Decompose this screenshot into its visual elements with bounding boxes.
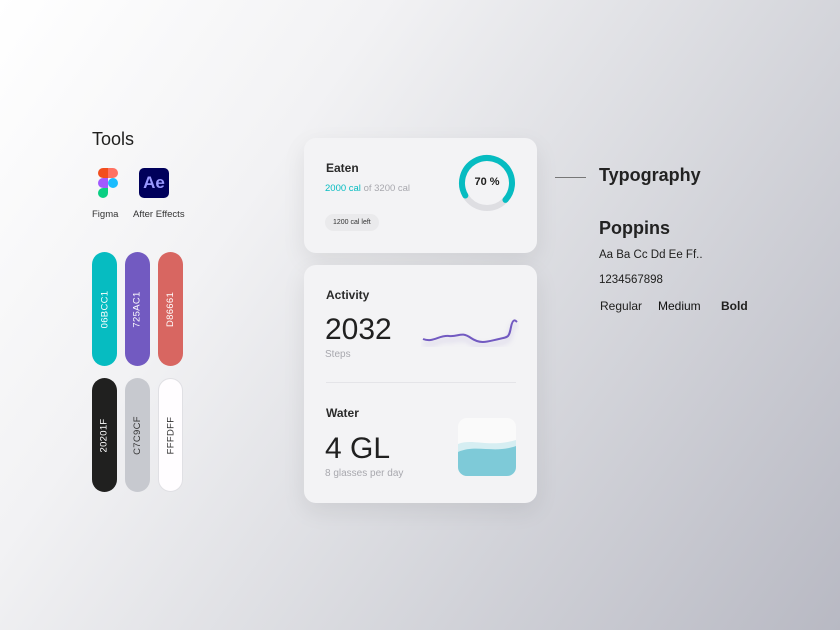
color-swatch-06bcc1: 06BCC1 (92, 252, 117, 366)
water-title: Water (326, 406, 359, 420)
swatch-label: C7C9CF (132, 415, 144, 455)
activity-sparkline (422, 319, 518, 343)
typography-divider-line (555, 177, 586, 178)
figma-logo-icon (98, 168, 118, 203)
color-swatch-20201f: 20201F (92, 378, 117, 492)
steps-value: 2032 (325, 313, 392, 346)
eaten-value: 2000 cal (325, 183, 361, 194)
color-swatch-d86661: D86661 (158, 252, 183, 366)
activity-water-card: Activity 2032 Steps Water 4 GL 8 glasses… (304, 265, 537, 503)
after-effects-logo-icon: Ae (139, 168, 169, 198)
eaten-card: Eaten 2000 cal of 3200 cal 1200 cal left… (304, 138, 537, 253)
sample-numbers: 1234567898 (599, 274, 663, 286)
tool-label-figma: Figma (92, 209, 119, 220)
swatch-label: 725AC1 (132, 290, 144, 328)
eaten-title: Eaten (326, 161, 359, 175)
calorie-progress-ring (459, 155, 515, 212)
swatch-label: FFFDFF (165, 416, 176, 454)
activity-title: Activity (326, 288, 370, 302)
progress-label: 70 % (474, 176, 500, 188)
tool-label-after-effects: After Effects (133, 209, 185, 220)
eaten-total: of 3200 cal (363, 183, 411, 194)
color-swatch-fffdff: FFFDFF (158, 378, 183, 492)
tools-heading: Tools (92, 129, 135, 149)
water-subtitle: 8 glasses per day (325, 468, 404, 479)
steps-unit: Steps (325, 349, 351, 360)
water-value: 4 GL (325, 432, 391, 465)
color-swatch-725ac1: 725AC1 (125, 252, 150, 366)
color-swatch-c7c9cf: C7C9CF (125, 378, 150, 492)
water-glass-icon (458, 418, 516, 476)
sample-letters: Aa Ba Cc Dd Ee Ff.. (599, 249, 703, 261)
weight-bold: Bold (721, 299, 748, 313)
weight-medium: Medium (658, 299, 701, 313)
font-name: Poppins (599, 218, 670, 238)
swatch-label: 20201F (99, 417, 110, 453)
divider (326, 382, 516, 383)
swatch-label: 06BCC1 (99, 290, 110, 328)
weight-regular: Regular (600, 299, 643, 313)
typography-heading: Typography (599, 165, 701, 185)
progress-arc (459, 155, 515, 212)
calories-left-badge: 1200 cal left (325, 214, 379, 231)
swatch-label: D86661 (165, 291, 177, 327)
